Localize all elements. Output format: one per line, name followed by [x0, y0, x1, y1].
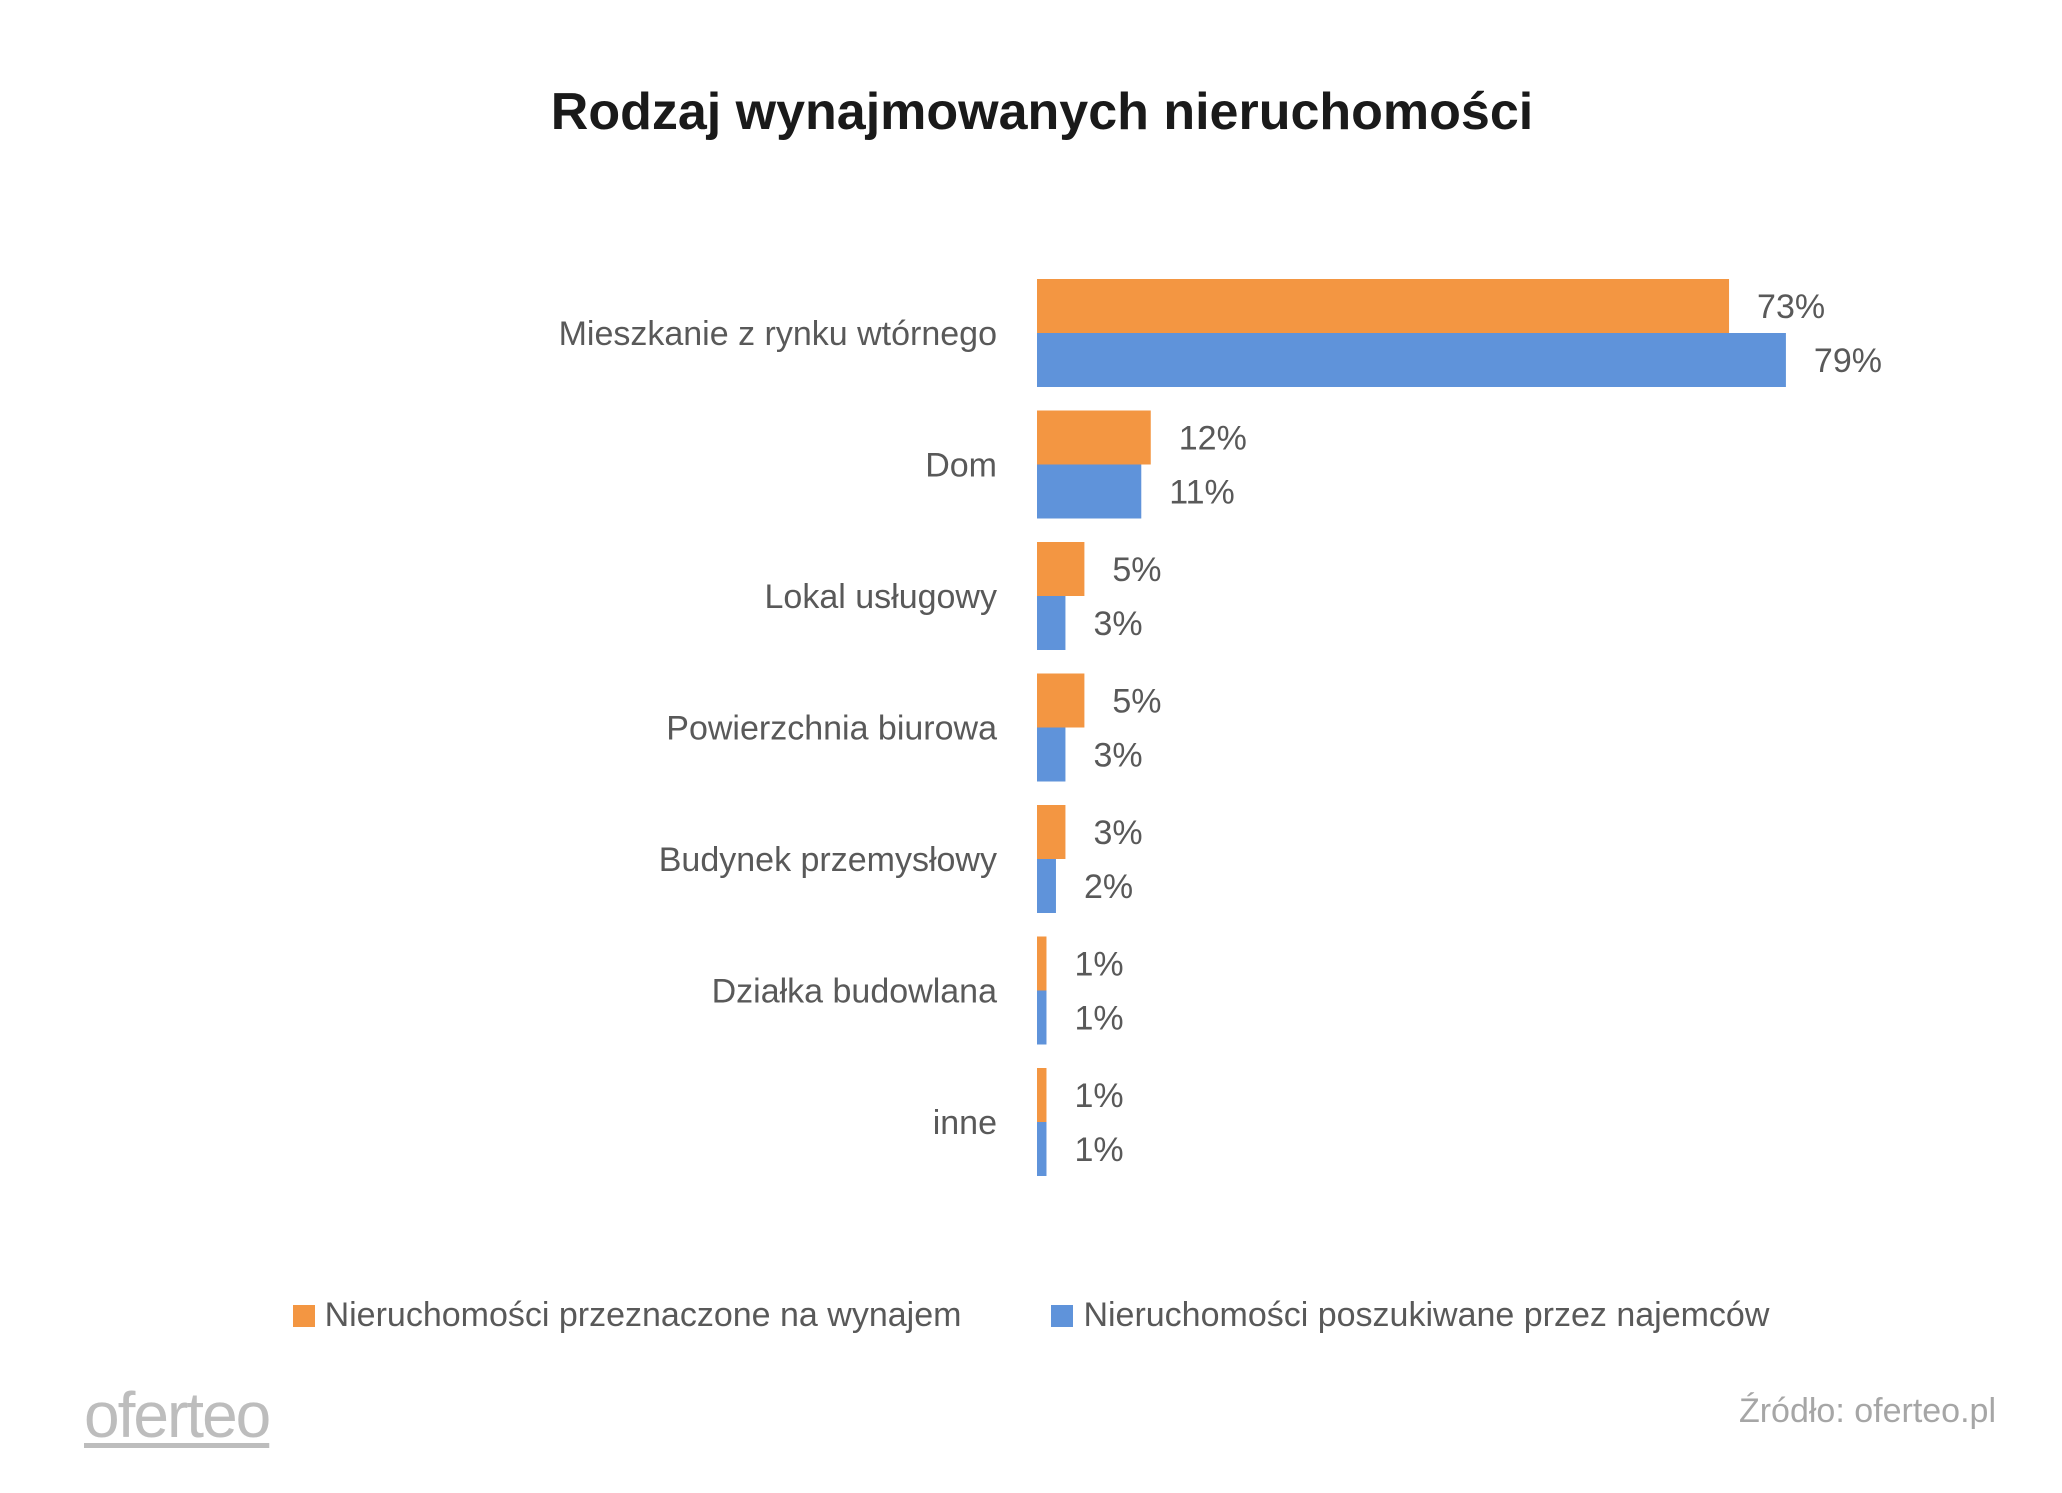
data-label: 5%	[1112, 551, 1161, 589]
data-label: 11%	[1169, 474, 1235, 512]
bar-offered	[1037, 673, 1085, 728]
data-label: 1%	[1074, 946, 1123, 984]
data-label: 2%	[1084, 868, 1133, 906]
bar-offered	[1037, 410, 1151, 465]
bar-sought	[1037, 990, 1047, 1045]
oferteo-logo: oferteo	[84, 1379, 271, 1451]
bar-sought	[1037, 727, 1066, 782]
category-label: Lokal usługowy	[765, 578, 997, 616]
legend-label: Nieruchomości przeznaczone na wynajem	[324, 1296, 962, 1334]
legend-swatch	[292, 1304, 315, 1327]
bar-offered	[1037, 542, 1085, 596]
legend-swatch	[1051, 1304, 1074, 1327]
category-label: Mieszkanie z rynku wtórnego	[559, 315, 997, 353]
legend: Nieruchomości przeznaczone na wynajem Nie…	[0, 1296, 2062, 1335]
category-label: inne	[933, 1104, 997, 1142]
category-label: Budynek przemysłowy	[659, 841, 997, 879]
data-label: 1%	[1074, 1131, 1123, 1169]
data-label: 3%	[1093, 605, 1142, 643]
data-label: 5%	[1112, 683, 1161, 721]
data-label: 1%	[1074, 1000, 1123, 1038]
data-label: 1%	[1074, 1077, 1123, 1115]
legend-item: Nieruchomości poszukiwane przez najemców	[1051, 1296, 1769, 1335]
data-label: 12%	[1179, 420, 1247, 458]
category-label: Działka budowlana	[712, 973, 997, 1011]
bar-offered	[1037, 936, 1047, 991]
bar-offered	[1037, 1068, 1047, 1122]
bar-chart: Mieszkanie z rynku wtórnego 73% 79% Dom 12% 1…	[559, 279, 1882, 1176]
category-label: Dom	[925, 447, 997, 485]
data-label: 79%	[1814, 342, 1882, 380]
bar-offered	[1037, 805, 1066, 859]
legend-item: Nieruchomości przeznaczone na wynajem	[292, 1296, 962, 1335]
bar-sought	[1037, 596, 1066, 650]
data-label: 3%	[1093, 814, 1142, 852]
data-label: 3%	[1093, 737, 1142, 775]
category-label: Powierzchnia biurowa	[666, 710, 997, 748]
bar-sought	[1037, 859, 1056, 913]
source-note: Źródło: oferteo.pl	[1738, 1392, 1996, 1430]
bar-sought	[1037, 333, 1786, 387]
bar-sought	[1037, 1122, 1047, 1176]
legend-label: Nieruchomości poszukiwane przez najemców	[1083, 1296, 1770, 1334]
bar-sought	[1037, 464, 1142, 519]
chart-title: Rodzaj wynajmowanych nieruchomości	[550, 83, 1534, 141]
bar-offered	[1037, 279, 1730, 333]
data-label: 73%	[1757, 288, 1825, 326]
